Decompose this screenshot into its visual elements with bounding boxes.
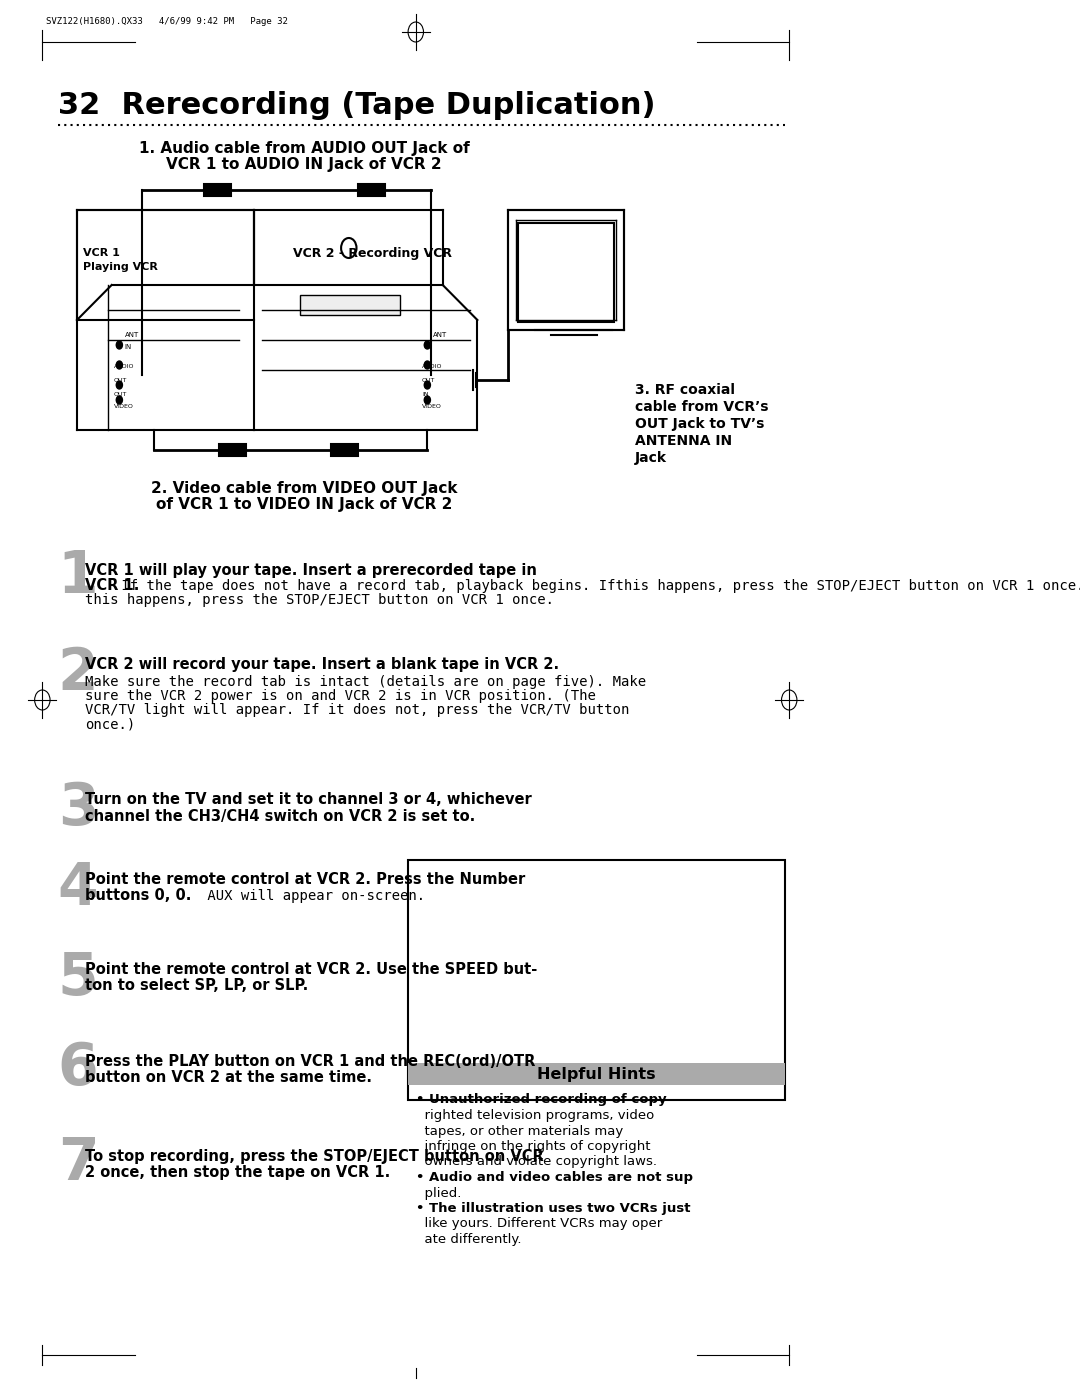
Text: 3. RF coaxial: 3. RF coaxial — [635, 383, 735, 397]
Text: Point the remote control at VCR 2. Use the SPEED but-: Point the remote control at VCR 2. Use t… — [84, 963, 537, 978]
Bar — [204, 184, 231, 196]
FancyBboxPatch shape — [77, 210, 254, 320]
Text: 4: 4 — [57, 861, 98, 916]
Text: AUX will appear on-screen.: AUX will appear on-screen. — [199, 888, 424, 902]
Text: ANT: ANT — [433, 332, 447, 338]
Text: • Unauthorized recording of copy: • Unauthorized recording of copy — [416, 1094, 666, 1106]
Text: Playing VCR: Playing VCR — [83, 263, 158, 272]
Text: VCR 2 will record your tape. Insert a blank tape in VCR 2.: VCR 2 will record your tape. Insert a bl… — [84, 658, 558, 672]
Text: ANTENNA IN: ANTENNA IN — [635, 434, 732, 448]
Text: VCR 2 - Recording VCR: VCR 2 - Recording VCR — [293, 246, 451, 260]
Text: Helpful Hints: Helpful Hints — [538, 1066, 656, 1081]
FancyBboxPatch shape — [408, 861, 785, 1099]
Text: ate differently.: ate differently. — [416, 1234, 522, 1246]
Text: OUT: OUT — [422, 379, 435, 383]
Text: VCR/TV light will appear. If it does not, press the VCR/TV button: VCR/TV light will appear. If it does not… — [84, 703, 629, 717]
Bar — [332, 444, 359, 455]
Text: ton to select SP, LP, or SLP.: ton to select SP, LP, or SLP. — [84, 978, 308, 993]
Text: VCR 1 will play your tape. Insert a prerecorded tape in: VCR 1 will play your tape. Insert a prer… — [84, 563, 537, 577]
Text: VIDEO: VIDEO — [114, 404, 134, 409]
Text: Jack: Jack — [635, 451, 667, 465]
Text: sure the VCR 2 power is on and VCR 2 is in VCR position. (The: sure the VCR 2 power is on and VCR 2 is … — [84, 689, 595, 703]
Text: 1: 1 — [57, 548, 98, 605]
Text: VIDEO: VIDEO — [422, 404, 442, 409]
Text: Point the remote control at VCR 2. Press the Number: Point the remote control at VCR 2. Press… — [84, 873, 525, 887]
Text: To stop recording, press the STOP/EJECT button on VCR: To stop recording, press the STOP/EJECT … — [84, 1148, 543, 1164]
Text: once.): once.) — [84, 717, 135, 731]
Text: VCR 1.: VCR 1. — [84, 578, 139, 594]
Text: 2: 2 — [57, 645, 98, 703]
Text: channel the CH3/CH4 switch on VCR 2 is set to.: channel the CH3/CH4 switch on VCR 2 is s… — [84, 809, 475, 823]
Text: OUT: OUT — [114, 379, 127, 383]
Circle shape — [117, 381, 122, 388]
Text: If the tape does not have a record tab, playback begins. Ifthis happens, press t: If the tape does not have a record tab, … — [113, 578, 1080, 592]
Bar — [359, 184, 384, 196]
Text: IN: IN — [422, 393, 429, 397]
Text: VCR 1: VCR 1 — [83, 249, 120, 258]
Text: 2 once, then stop the tape on VCR 1.: 2 once, then stop the tape on VCR 1. — [84, 1165, 390, 1179]
Text: Press the PLAY button on VCR 1 and the REC(ord)/OTR: Press the PLAY button on VCR 1 and the R… — [84, 1055, 535, 1070]
Text: Make sure the record tab is intact (details are on page five). Make: Make sure the record tab is intact (deta… — [84, 675, 646, 689]
Text: infringe on the rights of copyright: infringe on the rights of copyright — [416, 1140, 650, 1153]
Text: IN: IN — [124, 344, 132, 351]
Circle shape — [424, 381, 431, 388]
Text: 32  Rerecording (Tape Duplication): 32 Rerecording (Tape Duplication) — [57, 91, 656, 120]
Text: ANT: ANT — [124, 332, 139, 338]
Text: owners and violate copyright laws.: owners and violate copyright laws. — [416, 1155, 657, 1168]
Circle shape — [424, 360, 431, 369]
Text: OUT Jack to TV’s: OUT Jack to TV’s — [635, 416, 765, 432]
Circle shape — [117, 360, 122, 369]
Text: SVZ122(H1680).QX33   4/6/99 9:42 PM   Page 32: SVZ122(H1680).QX33 4/6/99 9:42 PM Page 3… — [46, 18, 288, 27]
Text: button on VCR 2 at the same time.: button on VCR 2 at the same time. — [84, 1070, 372, 1085]
Text: 5: 5 — [57, 950, 98, 1007]
Text: 1. Audio cable from AUDIO OUT Jack of: 1. Audio cable from AUDIO OUT Jack of — [138, 141, 470, 155]
Bar — [408, 1063, 785, 1085]
Text: • Audio and video cables are not sup: • Audio and video cables are not sup — [416, 1171, 692, 1185]
Text: AUDIO: AUDIO — [114, 365, 134, 369]
FancyBboxPatch shape — [509, 210, 623, 330]
Text: like yours. Different VCRs may oper: like yours. Different VCRs may oper — [416, 1218, 662, 1231]
Circle shape — [424, 341, 431, 349]
Bar — [219, 444, 246, 455]
Text: OUT: OUT — [114, 393, 127, 397]
Text: this happens, press the STOP/EJECT button on VCR 1 once.: this happens, press the STOP/EJECT butto… — [84, 592, 554, 608]
Text: AUDIO: AUDIO — [422, 365, 443, 369]
Text: righted television programs, video: righted television programs, video — [416, 1109, 654, 1122]
Text: cable from VCR’s: cable from VCR’s — [635, 400, 769, 414]
Circle shape — [117, 341, 122, 349]
Text: of VCR 1 to VIDEO IN Jack of VCR 2: of VCR 1 to VIDEO IN Jack of VCR 2 — [156, 497, 453, 513]
Circle shape — [117, 395, 122, 404]
Text: plied.: plied. — [416, 1186, 461, 1200]
Text: 6: 6 — [57, 1039, 98, 1097]
Circle shape — [424, 395, 431, 404]
Bar — [300, 295, 401, 314]
Text: Turn on the TV and set it to channel 3 or 4, whichever: Turn on the TV and set it to channel 3 o… — [84, 792, 531, 807]
Text: • The illustration uses two VCRs just: • The illustration uses two VCRs just — [416, 1201, 690, 1215]
Text: tapes, or other materials may: tapes, or other materials may — [416, 1125, 623, 1137]
Text: 3: 3 — [57, 780, 98, 837]
Text: 7: 7 — [57, 1134, 98, 1192]
Text: 2. Video cable from VIDEO OUT Jack: 2. Video cable from VIDEO OUT Jack — [151, 481, 458, 496]
FancyBboxPatch shape — [518, 224, 613, 321]
Text: VCR 1 to AUDIO IN Jack of VCR 2: VCR 1 to AUDIO IN Jack of VCR 2 — [166, 158, 442, 172]
Text: buttons 0, 0.: buttons 0, 0. — [84, 888, 191, 904]
